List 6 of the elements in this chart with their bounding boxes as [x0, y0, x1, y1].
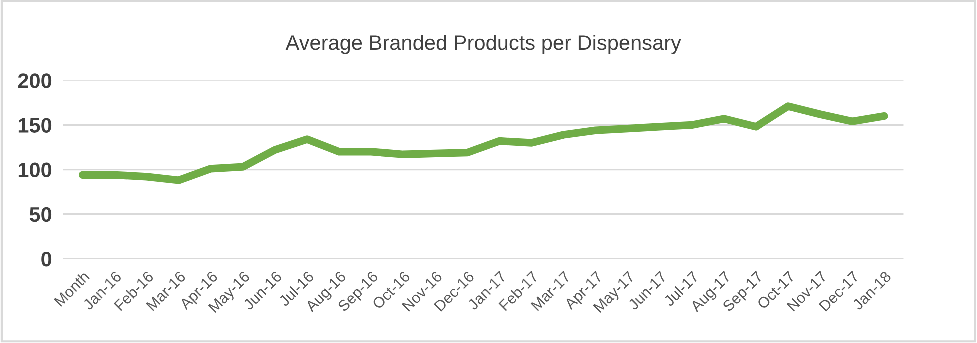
y-tick-label: 0 [42, 252, 52, 267]
chart-title: Average Branded Products per Dispensary [286, 34, 682, 54]
y-tick-label: 100 [18, 162, 52, 178]
y-tick-label: 200 [18, 74, 52, 88]
y-tick-label: 150 [18, 118, 52, 133]
y-tick-label: 50 [30, 207, 52, 222]
